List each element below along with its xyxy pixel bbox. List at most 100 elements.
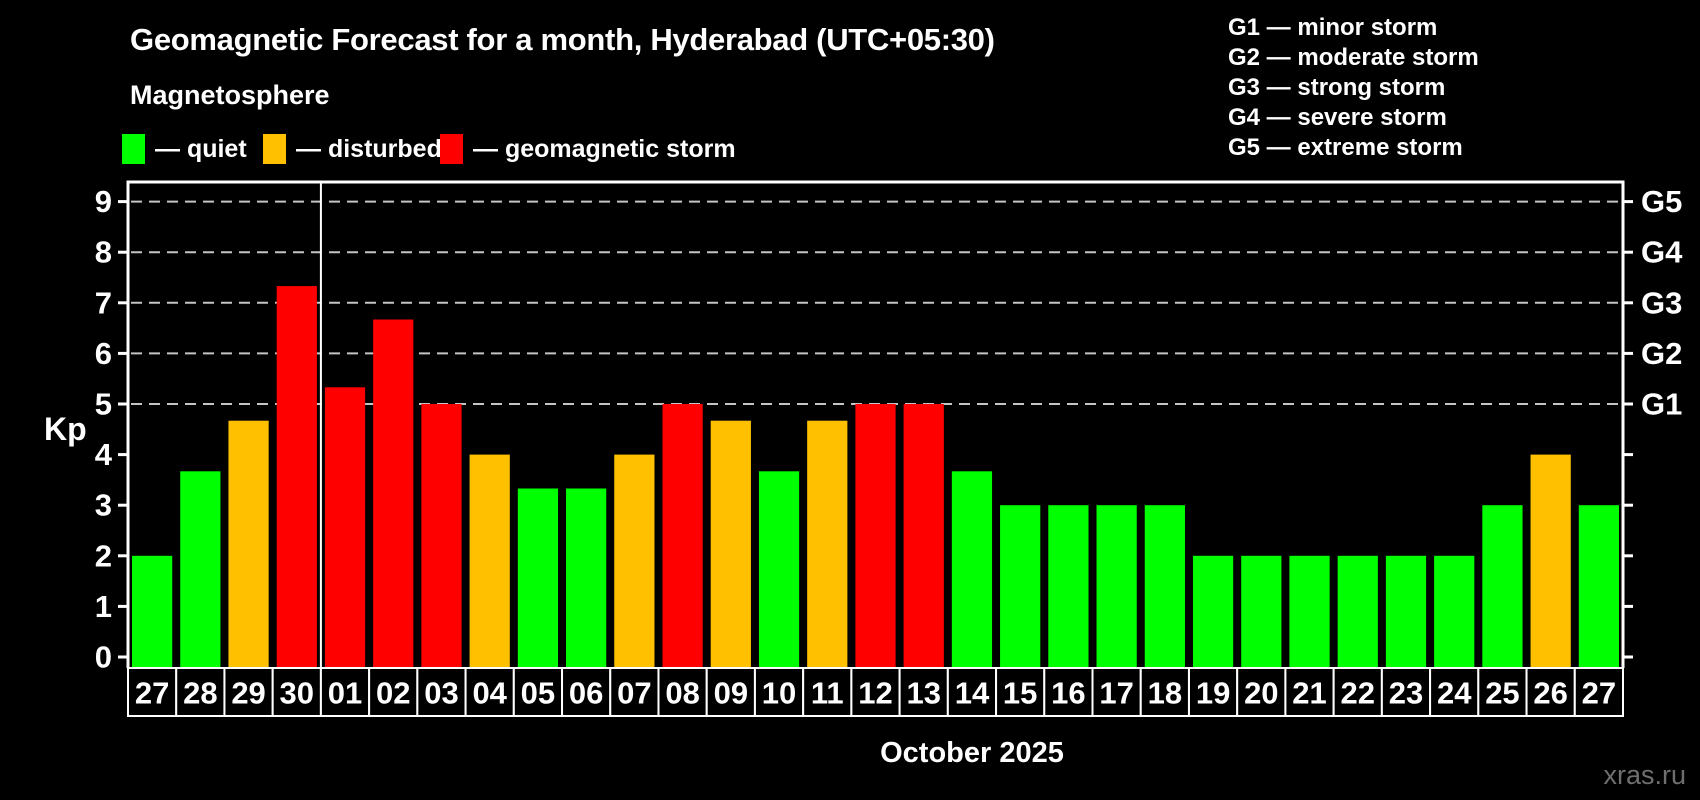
kp-bar-25 xyxy=(1482,505,1523,668)
day-label-box xyxy=(657,667,708,717)
y-tick-label-1: 1 xyxy=(95,589,112,624)
day-label-16: 16 xyxy=(1051,676,1085,711)
legend-label: — disturbed xyxy=(296,134,442,163)
g-level-label-G5: G5 xyxy=(1641,184,1682,219)
kp-bar-28 xyxy=(180,471,221,668)
day-label-14: 14 xyxy=(955,676,990,711)
kp-bar-14 xyxy=(951,471,993,668)
kp-bar-07 xyxy=(614,454,655,668)
day-label-box xyxy=(850,667,901,717)
x-axis-title: October 2025 xyxy=(880,737,1064,769)
day-label-21: 21 xyxy=(1292,676,1326,711)
day-label-box xyxy=(609,667,660,717)
kp-bar-10 xyxy=(758,471,800,668)
day-label-12: 12 xyxy=(858,676,892,711)
day-label-box xyxy=(319,667,371,717)
kp-bar-20 xyxy=(1241,555,1282,668)
day-label-box xyxy=(1284,667,1335,717)
kp-bar-15 xyxy=(1000,505,1041,668)
day-label-27: 27 xyxy=(135,676,169,711)
g-level-label-G1: G1 xyxy=(1641,387,1682,422)
storm-scale-item: G5 — extreme storm xyxy=(1228,134,1463,161)
day-label-18: 18 xyxy=(1148,676,1182,711)
day-label-05: 05 xyxy=(521,676,555,711)
kp-bar-13 xyxy=(903,404,944,668)
day-label-15: 15 xyxy=(1003,676,1037,711)
day-label-box xyxy=(464,667,515,717)
watermark: xras.ru xyxy=(1603,760,1686,790)
kp-bar-23 xyxy=(1385,555,1427,668)
kp-bar-04 xyxy=(469,454,510,668)
day-label-29: 29 xyxy=(231,676,265,711)
y-tick-label-4: 4 xyxy=(95,437,113,472)
day-label-box xyxy=(512,667,564,717)
kp-bar-30 xyxy=(276,286,317,668)
day-label-box xyxy=(898,667,949,717)
day-label-08: 08 xyxy=(665,676,699,711)
y-tick-label-6: 6 xyxy=(95,336,112,371)
day-label-09: 09 xyxy=(714,676,748,711)
legend-swatch-disturbed xyxy=(263,134,286,164)
day-label-box xyxy=(416,667,467,717)
day-label-19: 19 xyxy=(1196,676,1230,711)
g-level-label-G3: G3 xyxy=(1641,285,1682,320)
day-label-23: 23 xyxy=(1389,676,1423,711)
kp-bar-16 xyxy=(1048,505,1089,668)
day-label-box xyxy=(1187,667,1239,717)
g-level-label-G2: G2 xyxy=(1641,336,1682,371)
day-label-30: 30 xyxy=(280,676,314,711)
kp-bar-03 xyxy=(421,404,462,668)
y-tick-label-8: 8 xyxy=(95,235,112,270)
day-label-box xyxy=(127,667,178,717)
y-tick-label-7: 7 xyxy=(95,285,112,320)
kp-bar-05 xyxy=(517,488,559,668)
day-label-box xyxy=(1091,667,1142,717)
legend-label: — geomagnetic storm xyxy=(473,134,736,163)
g-level-label-G4: G4 xyxy=(1641,235,1683,270)
day-label-box xyxy=(802,667,853,717)
legend-swatch-quiet xyxy=(122,134,145,164)
day-label-box xyxy=(1477,667,1528,717)
day-label-07: 07 xyxy=(617,676,651,711)
day-label-box xyxy=(271,667,322,717)
kp-bar-29 xyxy=(228,420,269,668)
kp-bar-08 xyxy=(662,404,703,668)
storm-scale-item: G3 — strong storm xyxy=(1228,74,1446,101)
kp-bar-11 xyxy=(807,420,848,668)
day-label-box xyxy=(175,667,226,717)
day-label-13: 13 xyxy=(906,676,940,711)
day-label-22: 22 xyxy=(1341,676,1375,711)
y-tick-label-3: 3 xyxy=(95,488,112,523)
storm-scale-item: G4 — severe storm xyxy=(1228,104,1447,131)
kp-bar-19 xyxy=(1192,555,1234,668)
legend-label: — quiet xyxy=(155,134,247,163)
kp-bar-02 xyxy=(373,319,414,668)
day-label-27: 27 xyxy=(1582,676,1616,711)
kp-axis-label: Kp xyxy=(44,411,87,447)
y-tick-label-0: 0 xyxy=(95,640,112,675)
kp-bar-09 xyxy=(710,420,751,668)
kp-bar-27 xyxy=(132,555,173,668)
legend-swatch-geomagnetic-storm xyxy=(440,134,463,164)
day-label-box xyxy=(1380,667,1432,717)
subtitle: Magnetosphere xyxy=(130,80,330,110)
kp-bar-06 xyxy=(566,488,607,668)
kp-bar-12 xyxy=(855,404,896,668)
kp-bar-27 xyxy=(1578,505,1619,668)
storm-scale-legend: G1 — minor storm G2 — moderate storm G3 — … xyxy=(1228,13,1479,163)
day-label-01: 01 xyxy=(328,676,362,711)
day-label-box xyxy=(1573,667,1624,717)
y-tick-label-9: 9 xyxy=(95,184,112,219)
legend-item-disturbed: — disturbed xyxy=(263,133,442,165)
day-label-box xyxy=(223,667,274,717)
kp-bar-24 xyxy=(1434,555,1475,668)
day-label-box xyxy=(561,667,612,717)
day-label-28: 28 xyxy=(183,676,217,711)
kp-bar-26 xyxy=(1530,454,1571,668)
day-label-02: 02 xyxy=(376,676,410,711)
storm-scale-item: G2 — moderate storm xyxy=(1228,44,1479,71)
kp-bar-21 xyxy=(1289,555,1330,668)
day-label-10: 10 xyxy=(762,676,796,711)
